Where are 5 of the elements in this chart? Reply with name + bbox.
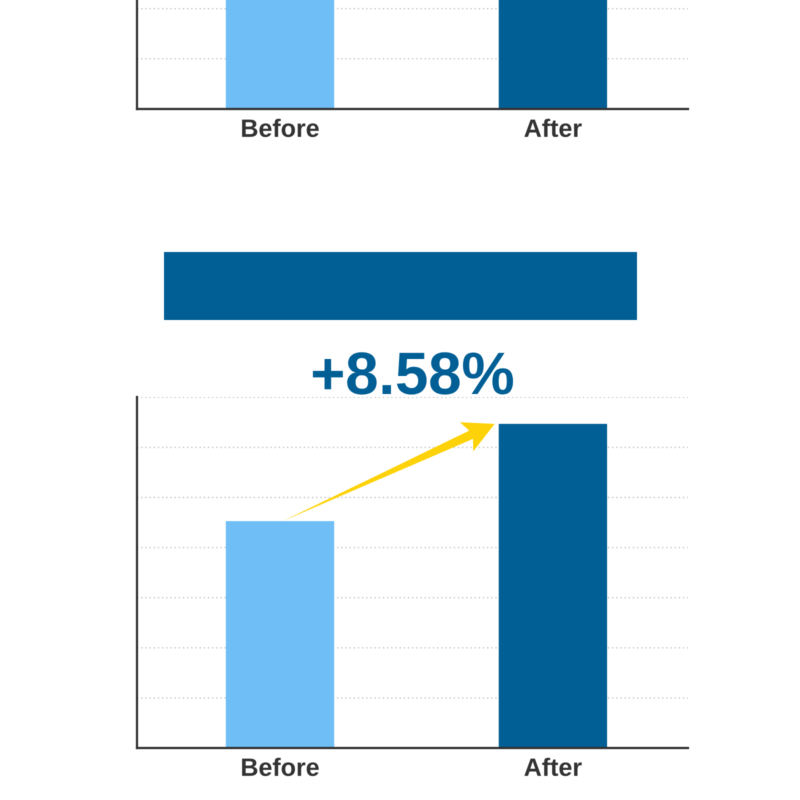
x-tick-label: After: [524, 118, 582, 138]
x-tick-label: Before: [242, 758, 319, 776]
x-tick-label: Before: [242, 118, 319, 138]
x-tick-label: After: [524, 758, 582, 776]
text: +8.58%: [312, 352, 514, 395]
